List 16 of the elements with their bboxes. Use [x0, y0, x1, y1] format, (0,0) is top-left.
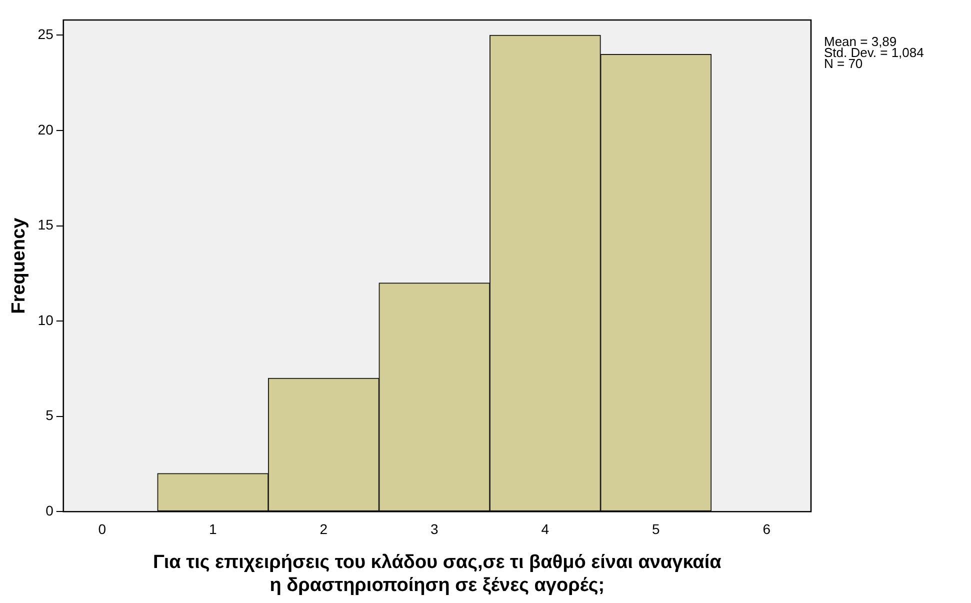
y-tick-label: 25 [38, 26, 54, 42]
y-tick-label: 5 [46, 407, 54, 424]
x-tick-label: 2 [320, 520, 328, 537]
y-tick-label: 10 [38, 312, 54, 328]
y-tick-label: 15 [38, 216, 54, 233]
text: N = 70 [824, 56, 863, 72]
x-tick-label: 0 [98, 520, 106, 537]
x-tick-label: 6 [762, 520, 771, 537]
y-axis-title: Frequency [8, 217, 30, 314]
y-tick-label: 20 [38, 121, 54, 138]
x-tick-label: 4 [541, 520, 550, 537]
x-tick-label: 5 [652, 520, 660, 537]
x-axis-title: Για τις επιχειρήσεις του κλάδου σας,σε τι βαθμό είναι αναγκαία η δραστηριοποίηση σε ξένες αγορές; [153, 552, 722, 596]
x-tick-label: 3 [430, 520, 439, 537]
x-tick-label: 1 [209, 520, 217, 537]
y-tick-label: 0 [46, 502, 54, 518]
